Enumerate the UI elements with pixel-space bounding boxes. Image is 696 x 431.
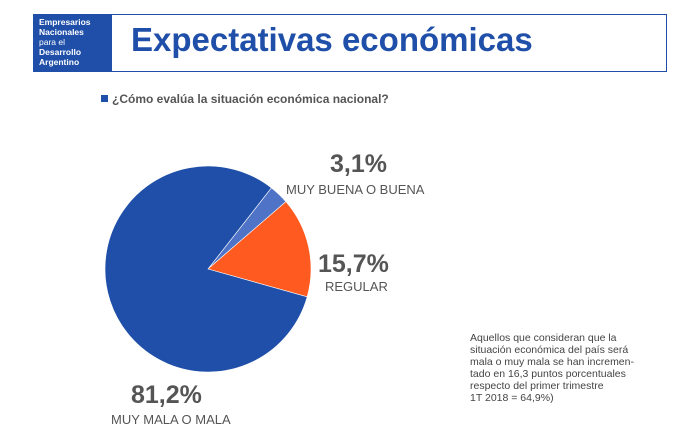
logo-line: Desarrollo: [39, 47, 82, 57]
pie-label-name-regular: REGULAR: [325, 279, 388, 294]
pie-label-value-regular: 15,7%: [318, 250, 389, 278]
pie-label-name-muy-mala: MUY MALA O MALA: [111, 412, 231, 427]
logo: Empresarios Nacionales para el Desarroll…: [34, 15, 112, 71]
note-line: tado en 16,3 puntos porcentuales: [470, 368, 626, 380]
pie-slice-regular: [207, 201, 312, 298]
pie-label-value-muy-mala: 81,2%: [131, 381, 202, 409]
pie-label-value-muy-buena: 3,1%: [330, 150, 387, 178]
logo-line: Argentino: [39, 57, 80, 67]
pie-slice-muy-mala: [104, 165, 308, 373]
note-line: 1T 2018 = 64,9%): [470, 392, 554, 404]
chart-title-text: ¿Cómo evalúa la situación económica naci…: [112, 92, 389, 106]
logo-line: Empresarios: [39, 17, 91, 27]
page-title: Expectativas económicas: [131, 21, 533, 58]
header-bar: Empresarios Nacionales para el Desarroll…: [33, 14, 667, 72]
note-line: mala o muy mala se han incremen-: [470, 356, 634, 368]
logo-line: para el: [39, 37, 65, 47]
pie-label-name-muy-buena: MUY BUENA O BUENA: [286, 182, 425, 197]
note-line: respecto del primer trimestre: [470, 380, 604, 392]
note-line: Aquellos que consideran que la: [470, 332, 617, 344]
note-line: situación económica del país será: [470, 344, 629, 356]
logo-line: Nacionales: [39, 27, 84, 37]
annotation-note: Aquellos que consideran que la situación…: [470, 332, 670, 404]
legend-square-icon: [101, 95, 108, 102]
chart-title: ¿Cómo evalúa la situación económica naci…: [101, 92, 389, 106]
